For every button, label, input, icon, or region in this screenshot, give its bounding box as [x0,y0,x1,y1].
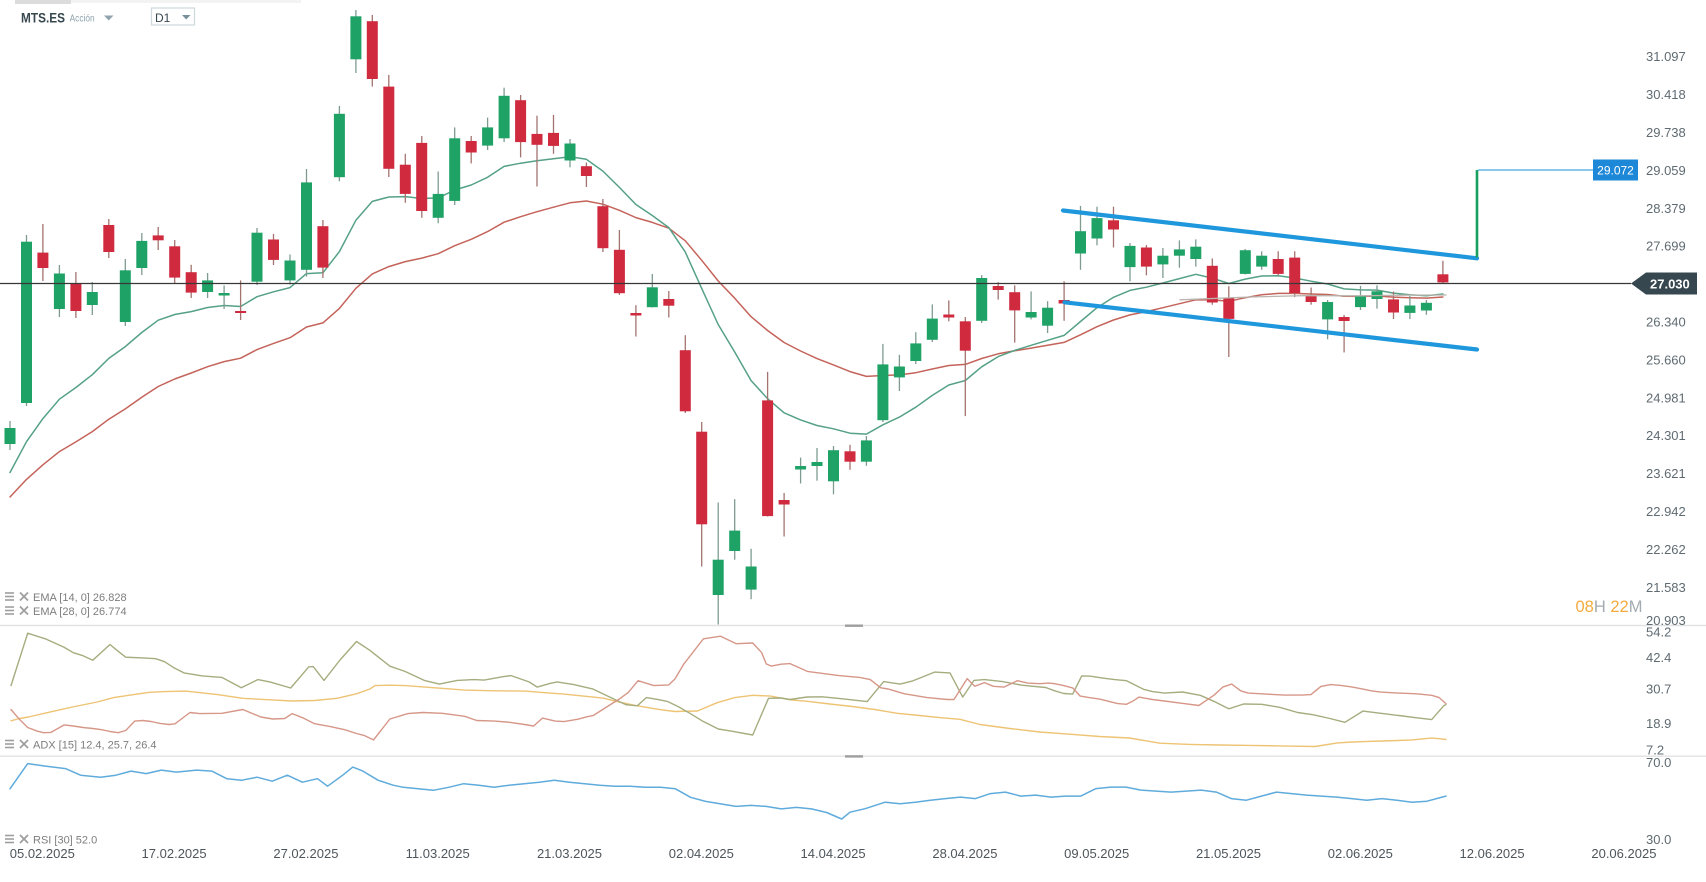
svg-text:09.05.2025: 09.05.2025 [1064,846,1129,861]
svg-text:08H 22M: 08H 22M [1576,598,1643,616]
svg-text:24.981: 24.981 [1646,390,1686,405]
svg-text:Acción: Acción [70,13,95,24]
svg-text:24.301: 24.301 [1646,428,1686,443]
svg-text:20.903: 20.903 [1646,613,1686,628]
svg-text:11.03.2025: 11.03.2025 [406,846,470,861]
svg-text:02.04.2025: 02.04.2025 [669,846,734,861]
svg-text:21.583: 21.583 [1646,580,1686,595]
svg-text:29.738: 29.738 [1646,125,1686,140]
svg-text:27.699: 27.699 [1646,239,1686,254]
svg-text:30.7: 30.7 [1646,682,1671,697]
svg-text:ADX [15] 12.4, 25.7, 26.4: ADX [15] 12.4, 25.7, 26.4 [33,740,157,752]
svg-text:17.02.2025: 17.02.2025 [142,846,207,861]
svg-text:D1: D1 [155,11,171,25]
svg-text:29.072: 29.072 [1597,164,1634,178]
svg-text:20.06.2025: 20.06.2025 [1591,846,1656,861]
svg-text:22.942: 22.942 [1646,504,1686,519]
svg-text:12.06.2025: 12.06.2025 [1460,846,1525,861]
svg-text:MTS.ES: MTS.ES [21,10,65,26]
svg-text:30.418: 30.418 [1646,87,1686,102]
svg-text:7.2: 7.2 [1646,743,1664,758]
svg-text:02.06.2025: 02.06.2025 [1328,846,1393,861]
svg-text:70.0: 70.0 [1646,755,1671,770]
svg-text:30.0: 30.0 [1646,832,1671,847]
svg-text:29.059: 29.059 [1646,163,1686,178]
svg-text:21.03.2025: 21.03.2025 [537,846,602,861]
svg-text:25.660: 25.660 [1646,352,1686,367]
svg-text:RSI [30] 52.0: RSI [30] 52.0 [33,835,97,847]
svg-text:27.030: 27.030 [1650,276,1690,291]
svg-text:42.4: 42.4 [1646,650,1671,665]
svg-text:21.05.2025: 21.05.2025 [1196,846,1261,861]
svg-text:05.02.2025: 05.02.2025 [10,846,75,861]
svg-text:27.02.2025: 27.02.2025 [273,846,338,861]
svg-text:28.04.2025: 28.04.2025 [932,846,997,861]
svg-text:54.2: 54.2 [1646,625,1671,640]
svg-text:26.340: 26.340 [1646,315,1686,330]
svg-text:28.379: 28.379 [1646,201,1686,216]
svg-text:23.621: 23.621 [1646,466,1686,481]
svg-text:18.9: 18.9 [1646,716,1671,731]
svg-text:22.262: 22.262 [1646,542,1686,557]
svg-text:EMA [14, 0] 26.828: EMA [14, 0] 26.828 [33,592,127,604]
svg-text:14.04.2025: 14.04.2025 [801,846,866,861]
svg-text:EMA [28, 0] 26.774: EMA [28, 0] 26.774 [33,606,127,618]
svg-text:31.097: 31.097 [1646,49,1686,64]
